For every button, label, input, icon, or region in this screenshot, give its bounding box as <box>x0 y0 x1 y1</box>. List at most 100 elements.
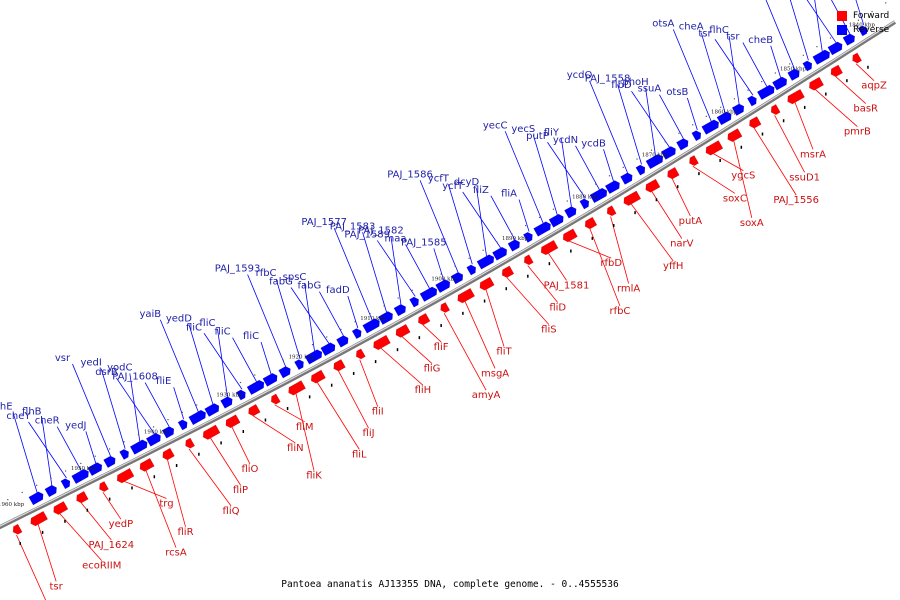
tick-dot <box>608 175 611 177</box>
forward-gene-label: ygcS <box>731 171 755 182</box>
reverse-gene-label: ssuA <box>638 84 662 95</box>
gene-label-leaders <box>12 0 875 600</box>
reverse-gene-label: dcyD <box>454 177 480 188</box>
tick-dot <box>678 132 680 134</box>
tick-dot <box>871 10 873 13</box>
marker-tick <box>396 348 399 352</box>
leader-line <box>124 481 167 499</box>
reverse-gene-label: fliC <box>243 331 259 342</box>
leader-line <box>347 295 359 329</box>
reverse-gene-label: vsr <box>55 353 71 364</box>
reverse-gene-arrow <box>787 68 800 81</box>
leader-line <box>765 0 795 70</box>
forward-gene-arrow <box>225 414 241 429</box>
reverse-gene-label: rfbC <box>256 268 277 279</box>
leader-line <box>490 195 516 240</box>
reverse-gene-arrow <box>802 60 813 72</box>
tick-dot <box>326 336 328 338</box>
leader-line <box>770 45 782 78</box>
reverse-gene-label: yecS <box>511 124 535 135</box>
reverse-gene-arrow <box>393 304 406 317</box>
leader-line <box>362 232 387 313</box>
forward-gene-label: PAJ_1581 <box>544 280 590 291</box>
forward-gene-label: fliR <box>178 527 194 538</box>
leader-line <box>159 319 199 412</box>
forward-gene-label: yffH <box>663 261 683 272</box>
leader-line <box>217 328 228 397</box>
axis-line <box>0 20 897 530</box>
reverse-gene-arrow <box>466 264 476 276</box>
marker-tick <box>483 299 486 303</box>
marker-tick <box>131 486 133 490</box>
reverse-gene-arrow <box>523 231 533 243</box>
leader-line <box>274 404 305 423</box>
reverse-gene-arrow <box>533 221 551 237</box>
leader-line <box>188 324 214 405</box>
leader-line <box>290 287 330 344</box>
forward-gene-label: aqpZ <box>861 81 887 92</box>
reverse-gene-label: fadD <box>326 285 350 296</box>
leader-line <box>210 437 241 486</box>
tick-dot <box>538 216 541 219</box>
forward-gene-label: rcsA <box>165 548 187 559</box>
reverse-gene-arrow <box>842 33 855 46</box>
forward-gene-arrow <box>689 155 699 166</box>
tick-dot <box>440 273 442 275</box>
leader-line <box>401 336 433 364</box>
kbp-tick-label: 1900 kbp <box>431 276 458 282</box>
tick-dot <box>36 484 38 486</box>
tick-dot <box>196 404 198 406</box>
leader-line <box>789 0 809 61</box>
forward-gene-arrow <box>99 481 109 492</box>
map-caption: Pantoea ananatis AJ13355 DNA, complete g… <box>281 579 619 590</box>
reverse-gene-arrow <box>645 153 664 170</box>
forward-gene-label: pmrB <box>844 127 871 138</box>
forward-gene-label: fliT <box>496 347 512 358</box>
tick-dot <box>636 158 638 160</box>
forward-gene-label: fliJ <box>363 428 375 439</box>
tick-dot <box>225 389 227 391</box>
reverse-gene-label: PAJ_1585 <box>401 237 447 248</box>
forward-gene-label: trg <box>159 498 173 509</box>
reverse-gene-label: ycdB <box>581 138 606 149</box>
reverse-gene-arrow <box>188 409 206 426</box>
reverse-gene-label: yedJ <box>65 420 86 431</box>
leader-line <box>742 42 768 87</box>
forward-gene-label: yedP <box>109 519 133 530</box>
tick-dot <box>153 426 155 428</box>
leader-line <box>56 426 82 471</box>
leader-line <box>173 387 185 420</box>
forward-gene-label: narV <box>670 239 694 250</box>
tick-dot <box>720 106 722 108</box>
leader-line <box>203 333 243 390</box>
tick-dot <box>94 455 96 457</box>
forward-gene-label: basR <box>853 104 878 115</box>
leader-line <box>753 127 797 196</box>
leader-line <box>527 265 559 303</box>
forward-gene-arrow <box>373 334 391 351</box>
forward-gene-arrow <box>440 302 451 313</box>
tick-dot <box>664 141 666 143</box>
tick-dot <box>802 54 804 56</box>
tick-dot <box>383 305 385 307</box>
leader-line <box>12 412 38 493</box>
marker-tick <box>352 371 355 375</box>
leader-line <box>548 253 567 281</box>
marker-tick <box>330 383 333 387</box>
leader-line <box>504 131 544 224</box>
reverse-gene-label: PAJ_1608 <box>112 372 158 383</box>
forward-gene-label: PAJ_1556 <box>773 195 819 206</box>
reverse-gene-arrow <box>278 366 291 379</box>
reverse-gene-arrow <box>220 396 233 409</box>
kbp-tick-label: 1950 kbp <box>71 466 98 472</box>
forward-gene-label: soxA <box>740 218 764 229</box>
leader-line <box>231 426 251 465</box>
leader-line <box>390 236 402 305</box>
leader-line <box>518 199 530 232</box>
reverse-gene-arrow <box>691 130 702 142</box>
marker-tick <box>175 464 178 468</box>
marker-tick <box>740 145 743 149</box>
marker-tick <box>41 530 44 534</box>
reverse-gene-arrow <box>579 198 590 210</box>
